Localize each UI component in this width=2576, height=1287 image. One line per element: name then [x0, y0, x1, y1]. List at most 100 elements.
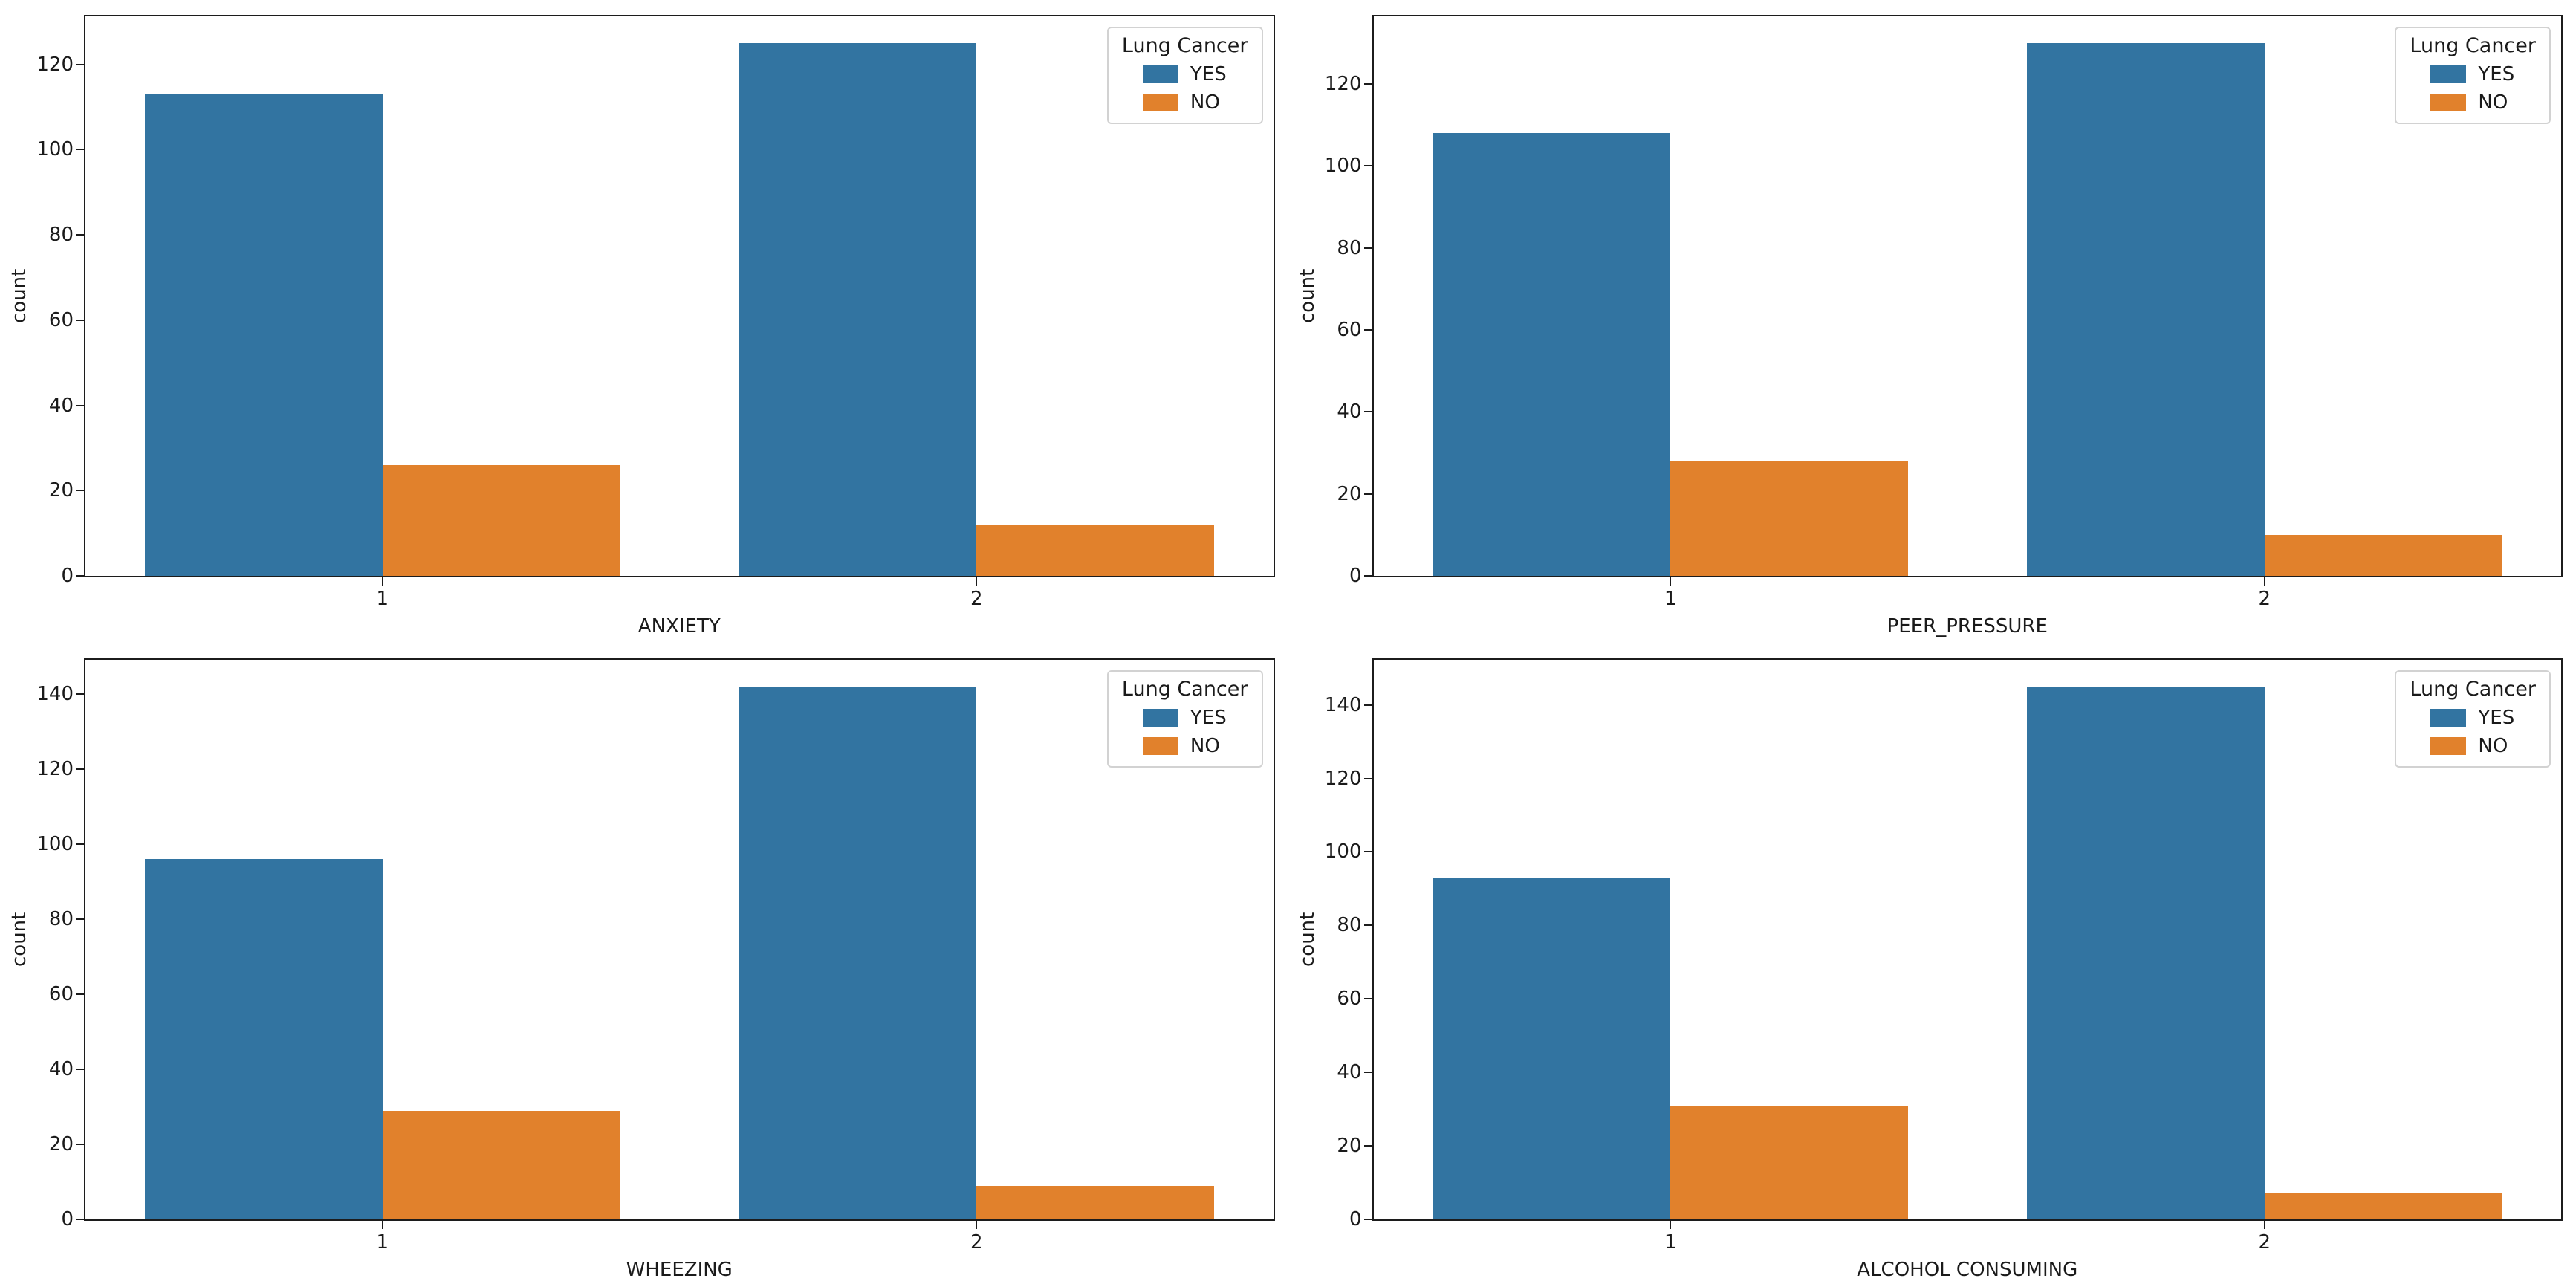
xtick-label-2: 2 [2258, 588, 2271, 610]
ytick-label-100: 100 [36, 138, 74, 161]
ytick-label-40: 40 [1337, 401, 1362, 424]
bar-yes-2 [739, 42, 977, 576]
xtick-1 [1670, 577, 1672, 586]
legend-swatch-yes [1142, 709, 1178, 727]
legend-swatch-yes [2430, 709, 2467, 727]
bar-yes-2 [739, 686, 977, 1219]
ytick-label-60: 60 [48, 982, 74, 1005]
ytick-label-120: 120 [1324, 767, 1362, 790]
ytick-120 [1363, 83, 1372, 85]
xtick-2 [2263, 577, 2265, 586]
ytick-label-120: 120 [36, 53, 74, 76]
ytick-20 [76, 1144, 84, 1145]
ytick-label-0: 0 [61, 1208, 74, 1231]
ytick-0 [76, 575, 84, 577]
legend-label-yes: YES [2478, 707, 2515, 729]
ytick-100 [76, 149, 84, 151]
legend-swatch-no [1142, 737, 1178, 755]
x-axis-label: PEER_PRESSURE [1886, 615, 2048, 638]
legend-entry-yes: YES [1122, 63, 1248, 85]
ytick-label-0: 0 [1349, 1208, 1362, 1231]
legend-swatch-yes [1142, 65, 1178, 83]
xtick-2 [976, 577, 978, 586]
ytick-label-100: 100 [1324, 840, 1362, 863]
ytick-label-0: 0 [61, 565, 74, 587]
ytick-140 [1363, 704, 1372, 706]
ytick-80 [76, 918, 84, 920]
legend-label-yes: YES [1190, 63, 1227, 85]
ytick-label-120: 120 [36, 757, 74, 780]
legend-entry-no: NO [1122, 735, 1248, 757]
ytick-label-60: 60 [48, 308, 74, 331]
ytick-140 [76, 693, 84, 695]
axes-alcohol-consuming: count Lung Cancer YES NO 0 20 40 60 80 100 120… [1297, 658, 2563, 1252]
ytick-20 [1363, 493, 1372, 495]
bar-no-2 [2264, 1193, 2502, 1219]
legend: Lung Cancer YES NO [2395, 670, 2551, 768]
ytick-label-40: 40 [48, 1058, 74, 1080]
legend-label-no: NO [2478, 91, 2508, 114]
legend: Lung Cancer YES NO [1106, 670, 1263, 768]
x-axis-label: WHEEZING [626, 1259, 733, 1281]
legend-label-no: NO [1190, 735, 1220, 757]
legend-entry-yes: YES [1122, 707, 1248, 729]
xtick-label-1: 1 [376, 1231, 389, 1254]
bar-no-1 [382, 1110, 620, 1219]
axes-wheezing: count Lung Cancer YES NO 0 20 40 60 80 100 120… [8, 658, 1275, 1252]
ytick-label-100: 100 [1324, 155, 1362, 178]
subplot-alcohol-consuming: count Lung Cancer YES NO 0 20 40 60 80 100 120… [1288, 644, 2576, 1287]
axes-peer-pressure: count Lung Cancer YES NO 0 20 40 60 80 100 120… [1297, 15, 2563, 609]
ytick-100 [1363, 851, 1372, 853]
ytick-label-80: 80 [1337, 236, 1362, 259]
ytick-0 [76, 1219, 84, 1220]
bar-yes-2 [2026, 42, 2265, 576]
ytick-label-20: 20 [1337, 482, 1362, 505]
ytick-label-60: 60 [1337, 988, 1362, 1011]
ytick-20 [76, 490, 84, 492]
legend-entry-yes: YES [2410, 63, 2536, 85]
subplot-wheezing: count Lung Cancer YES NO 0 20 40 60 80 100 120… [0, 644, 1288, 1287]
ytick-0 [1363, 575, 1372, 577]
legend: Lung Cancer YES NO [1106, 27, 1263, 124]
legend-swatch-yes [2430, 65, 2467, 83]
ytick-label-20: 20 [1337, 1135, 1362, 1158]
ytick-120 [1363, 777, 1372, 779]
bar-no-1 [1670, 461, 1909, 576]
legend-title: Lung Cancer [1121, 34, 1248, 57]
legend-label-yes: YES [1190, 707, 1227, 729]
ytick-label-40: 40 [1337, 1061, 1362, 1084]
bar-yes-2 [2026, 686, 2265, 1219]
legend-entry-no: NO [2410, 735, 2536, 757]
ytick-120 [76, 63, 84, 65]
legend-title: Lung Cancer [2410, 678, 2536, 701]
legend-swatch-no [1142, 94, 1178, 111]
y-axis-label: count [1296, 912, 1319, 967]
ytick-0 [1363, 1219, 1372, 1220]
legend-label-yes: YES [2478, 63, 2515, 85]
ytick-label-20: 20 [48, 479, 74, 502]
bar-no-2 [976, 1185, 1215, 1219]
ytick-label-140: 140 [36, 682, 74, 705]
bar-yes-1 [144, 94, 383, 576]
ytick-label-20: 20 [48, 1133, 74, 1155]
ytick-80 [76, 234, 84, 236]
legend-title: Lung Cancer [2410, 34, 2536, 57]
ytick-label-120: 120 [1324, 73, 1362, 96]
ytick-100 [1363, 165, 1372, 167]
x-axis-label: ALCOHOL CONSUMING [1857, 1259, 2078, 1281]
ytick-40 [1363, 1072, 1372, 1074]
ytick-60 [76, 319, 84, 321]
ytick-80 [1363, 924, 1372, 927]
subplot-peer-pressure: count Lung Cancer YES NO 0 20 40 60 80 100 120… [1288, 0, 2576, 644]
xtick-label-2: 2 [970, 1231, 983, 1254]
y-axis-label: count [1296, 268, 1319, 324]
ytick-20 [1363, 1145, 1372, 1147]
legend-swatch-no [2430, 737, 2467, 755]
ytick-label-140: 140 [1324, 693, 1362, 716]
ytick-label-40: 40 [48, 394, 74, 417]
ytick-label-100: 100 [36, 832, 74, 855]
xtick-label-1: 1 [1664, 588, 1677, 610]
xtick-2 [2263, 1221, 2265, 1229]
ytick-label-80: 80 [1337, 914, 1362, 937]
